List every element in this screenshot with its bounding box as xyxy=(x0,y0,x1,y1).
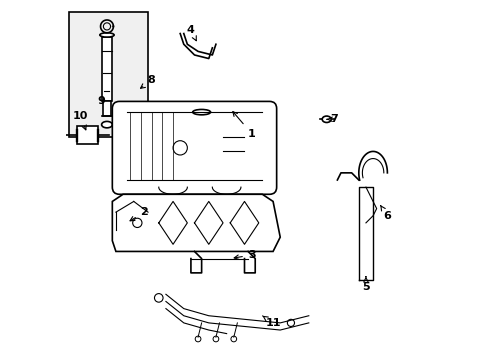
Circle shape xyxy=(154,294,163,302)
Ellipse shape xyxy=(322,116,330,122)
Polygon shape xyxy=(102,37,112,102)
Text: 4: 4 xyxy=(186,25,196,41)
Text: 6: 6 xyxy=(380,206,390,221)
Circle shape xyxy=(287,319,294,327)
FancyBboxPatch shape xyxy=(112,102,276,194)
Text: 3: 3 xyxy=(234,250,255,260)
Ellipse shape xyxy=(100,33,114,37)
Circle shape xyxy=(132,218,142,228)
Text: 9: 9 xyxy=(98,96,105,107)
Ellipse shape xyxy=(173,141,187,155)
Ellipse shape xyxy=(192,109,210,115)
Polygon shape xyxy=(103,102,110,116)
Text: 11: 11 xyxy=(262,316,280,328)
Ellipse shape xyxy=(102,121,112,128)
Circle shape xyxy=(195,336,201,342)
Text: 1: 1 xyxy=(232,112,255,139)
Text: 2: 2 xyxy=(130,207,148,221)
Circle shape xyxy=(213,336,218,342)
FancyBboxPatch shape xyxy=(69,12,148,137)
Circle shape xyxy=(230,336,236,342)
Polygon shape xyxy=(112,194,280,251)
Text: 7: 7 xyxy=(326,114,337,124)
Text: 5: 5 xyxy=(362,276,369,292)
Text: 8: 8 xyxy=(140,75,155,88)
Polygon shape xyxy=(77,126,98,144)
Text: 10: 10 xyxy=(72,111,88,130)
